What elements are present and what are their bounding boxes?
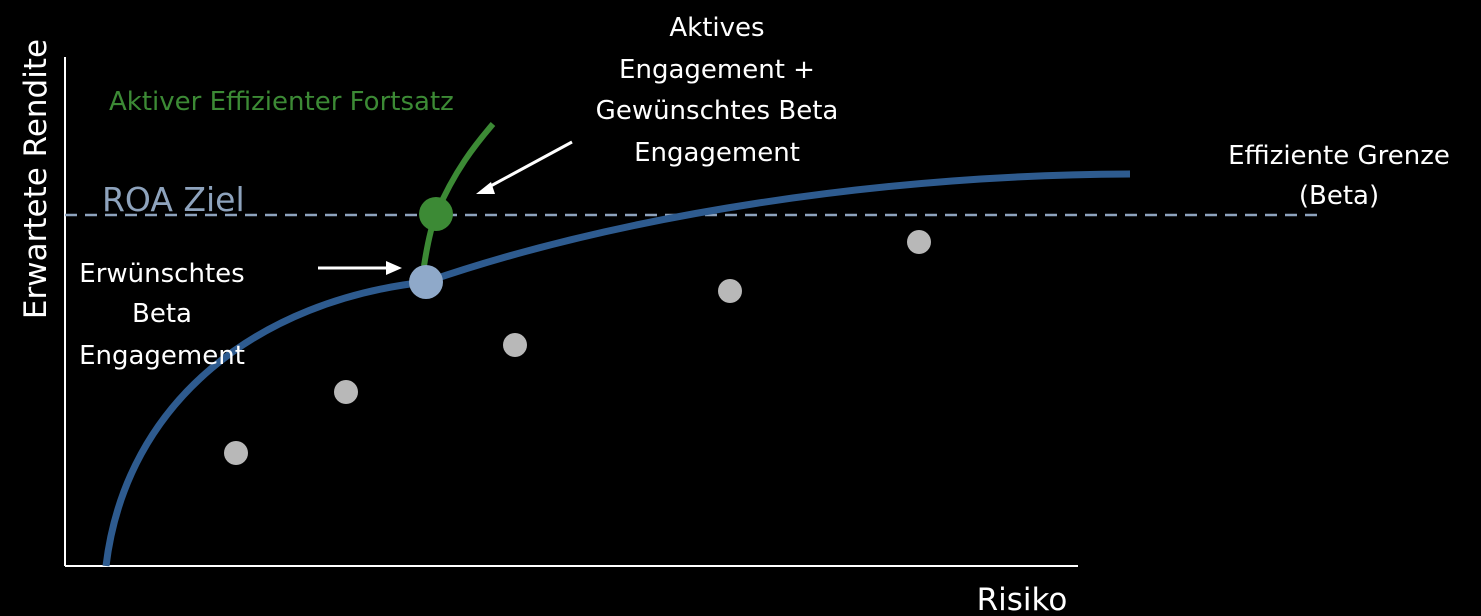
desired-beta-arrowhead — [386, 261, 402, 275]
target-label: ROA Ziel — [102, 180, 245, 219]
y-axis-label: Erwartete Rendite — [18, 39, 54, 319]
asset-point — [224, 441, 248, 465]
asset-point — [718, 279, 742, 303]
active-beta-label-line3: Gewünschtes Beta — [596, 96, 839, 126]
desired-beta-label-line3: Engagement — [79, 341, 245, 371]
extension-label: Aktiver Effizienter Fortsatz — [109, 87, 454, 117]
desired-beta-label-line2: Beta — [132, 299, 192, 329]
asset-point — [907, 230, 931, 254]
desired-beta-label-line1: Erwünschtes — [79, 259, 244, 289]
active-efficient-extension-curve — [421, 122, 496, 267]
active-beta-point — [419, 197, 453, 231]
active-beta-label-line4: Engagement — [634, 138, 800, 168]
x-axis-label: Risiko — [977, 582, 1068, 616]
active-beta-label-line1: Aktives — [669, 13, 764, 43]
efficient-frontier-curve — [102, 170, 1131, 567]
asset-point — [503, 333, 527, 357]
desired-beta-point — [409, 265, 443, 299]
active-beta-arrow — [486, 140, 573, 190]
active-beta-arrowhead — [476, 182, 495, 194]
frontier-label-line1: Effiziente Grenze — [1228, 141, 1450, 171]
active-beta-label-line2: Engagement + — [619, 55, 815, 85]
asset-point — [334, 380, 358, 404]
frontier-label-line2: (Beta) — [1299, 181, 1379, 211]
